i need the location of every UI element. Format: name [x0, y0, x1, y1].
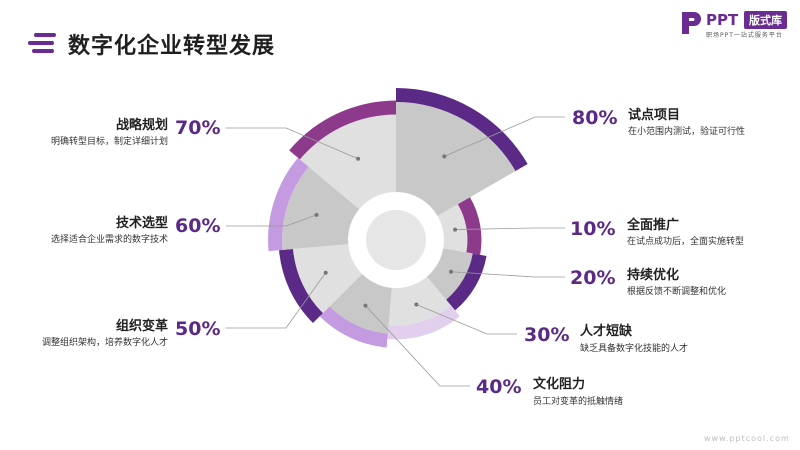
- value-label: 80%: [572, 107, 618, 129]
- rose-sector: [299, 114, 396, 211]
- category-label: 人才短缺: [580, 324, 633, 339]
- category-description: 选择适合企业需求的数字技术: [50, 235, 168, 245]
- leader-line: [451, 271, 565, 278]
- category-label: 全面推广: [627, 218, 680, 233]
- value-label: 40%: [476, 376, 522, 398]
- leader-line: [444, 116, 565, 157]
- leader-dot: [453, 227, 458, 232]
- value-label: 60%: [175, 215, 221, 237]
- leader-dot: [314, 212, 319, 217]
- rose-ring: [319, 306, 388, 348]
- rose-sector: [329, 272, 392, 334]
- leader-line: [455, 227, 565, 230]
- category-description: 明确转型目标，制定详细计划: [50, 137, 168, 147]
- value-label: 20%: [570, 267, 616, 289]
- category-description: 根据反馈不断调整和优化: [627, 287, 727, 297]
- leader-dot: [356, 156, 361, 161]
- rose-ring: [289, 100, 396, 160]
- category-label: 试点项目: [628, 108, 681, 123]
- rose-ring: [457, 197, 482, 255]
- category-description: 员工对变革的抵触情绪: [533, 397, 624, 407]
- leader-line: [226, 127, 359, 160]
- rose-ring: [396, 88, 528, 171]
- rose-sector: [292, 244, 364, 314]
- center-hub: [366, 210, 426, 270]
- value-label: 70%: [175, 117, 221, 139]
- category-label: 技术选型: [115, 216, 168, 231]
- leader-dot: [323, 270, 328, 275]
- category-description: 调整组织架构，培养数字化人才: [41, 338, 168, 348]
- category-label: 持续优化: [627, 268, 680, 283]
- leader-line: [365, 305, 470, 387]
- leader-dot: [442, 154, 447, 159]
- value-label: 10%: [570, 218, 616, 240]
- page-title: 数字化企业转型发展: [68, 34, 276, 59]
- leader-line: [226, 272, 327, 329]
- category-label: 文化阻力: [533, 377, 586, 392]
- logo-brand-text: PPT: [706, 11, 739, 29]
- logo-badge: 版式库: [744, 11, 787, 29]
- brand-logo: PPT 版式库 职场PPT一站式服务平台: [680, 8, 792, 40]
- leader-line: [226, 214, 317, 227]
- leader-dot: [414, 302, 419, 307]
- category-label: 组织变革: [115, 319, 168, 334]
- rose-ring: [279, 249, 323, 324]
- rose-sector: [282, 166, 361, 250]
- category-description: 缺乏具备数字化技能的人才: [580, 344, 689, 354]
- category-description: 在试点成功后，全面实施转型: [627, 237, 745, 247]
- category-label: 战略规划: [115, 118, 168, 133]
- leader-line: [416, 304, 517, 335]
- leader-dot: [363, 303, 368, 308]
- title-menu-icon: [28, 33, 56, 53]
- ppt-logo-icon: [682, 12, 701, 34]
- rose-ring: [268, 157, 309, 252]
- value-label: 50%: [175, 318, 221, 340]
- rose-ring: [446, 253, 487, 311]
- category-description: 在小范围内测试，验证可行性: [628, 127, 746, 137]
- leader-dot: [449, 269, 454, 274]
- logo-tagline: 职场PPT一站式服务平台: [706, 32, 783, 39]
- footer-url: www.pptcool.com: [704, 434, 790, 443]
- rose-ring: [387, 305, 460, 340]
- value-label: 30%: [524, 324, 570, 346]
- rose-sector: [396, 102, 516, 217]
